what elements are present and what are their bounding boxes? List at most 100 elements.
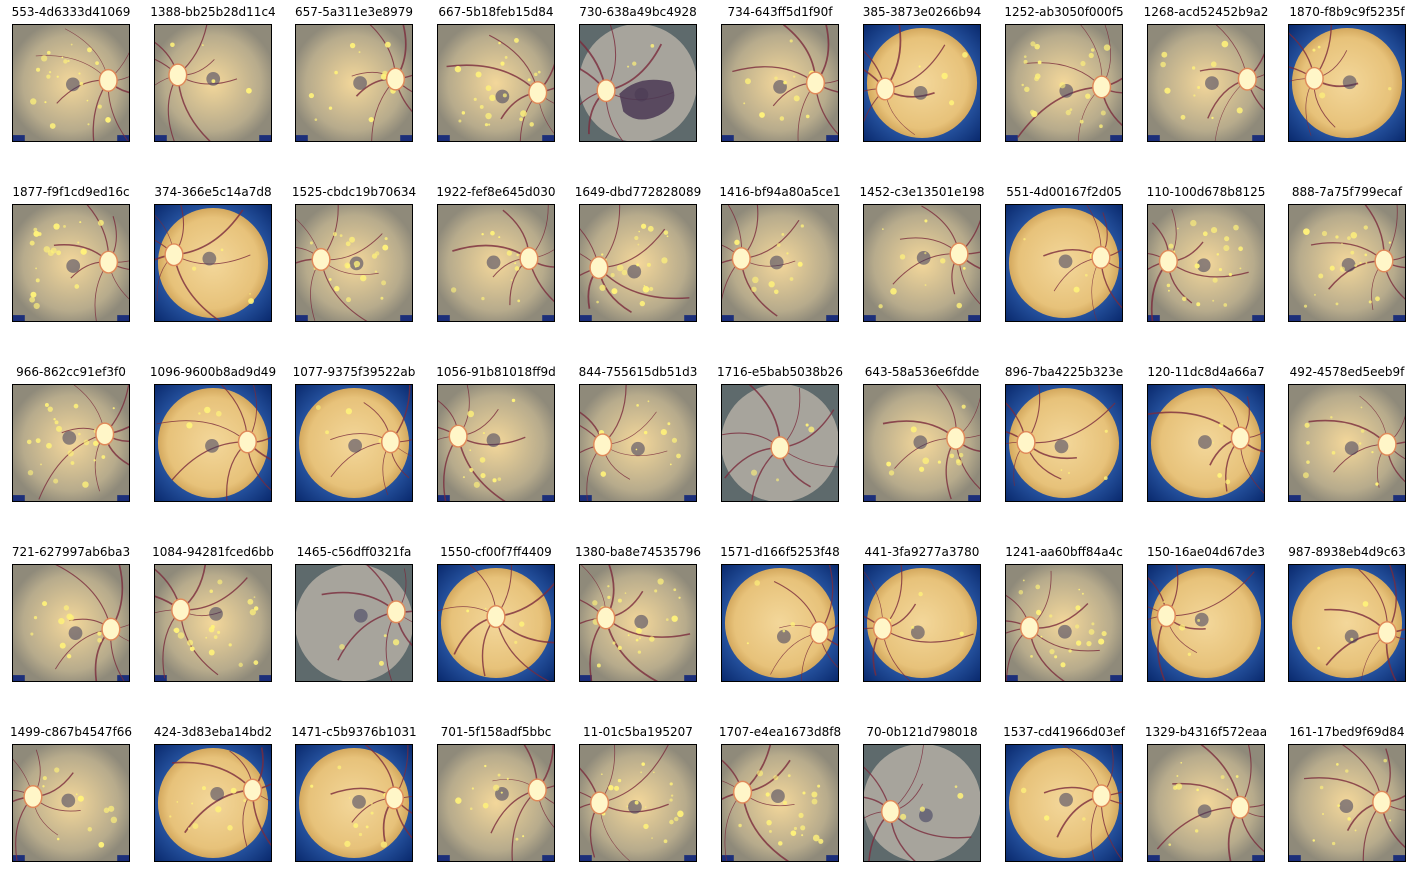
optic-disc xyxy=(946,426,966,450)
panel-title: 657-5a311e3e8979 xyxy=(294,5,414,19)
fundus-image xyxy=(295,564,413,682)
exudates xyxy=(186,406,222,429)
optic-disc xyxy=(1372,790,1392,814)
panel-title: 721-627997ab6ba3 xyxy=(11,545,131,559)
fundus-image xyxy=(154,744,272,862)
exudates xyxy=(466,607,525,644)
exudates xyxy=(886,404,966,476)
exudates xyxy=(339,634,400,666)
optic-disc xyxy=(809,621,829,645)
exudates xyxy=(1160,40,1243,120)
optic-disc xyxy=(731,247,751,271)
fundus-panel: 1388-bb25b28d11c4 xyxy=(142,4,284,144)
panel-title: 374-366e5c14a7d8 xyxy=(154,185,272,199)
exudates xyxy=(454,38,541,127)
panel-title: 1550-cf00f7ff4409 xyxy=(440,545,552,559)
optic-disc xyxy=(242,778,263,802)
macula xyxy=(1054,439,1069,454)
exudates xyxy=(170,42,252,94)
fundus-panel: 701-5f158adf5bbc xyxy=(425,724,567,864)
optic-disc xyxy=(770,436,790,460)
fundus-panel: 1537-cd41966d03ef xyxy=(993,724,1135,864)
fundus-panel: 643-58a536e6fdde xyxy=(851,364,993,504)
macula xyxy=(205,439,219,453)
fundus-image xyxy=(12,24,130,142)
macula xyxy=(913,86,928,100)
panel-title: 888-7a75f799ecaf xyxy=(1291,185,1403,199)
fundus-image xyxy=(721,744,839,862)
exudates xyxy=(462,398,516,488)
optic-disc xyxy=(589,256,609,280)
fundus-panel: 657-5a311e3e8979 xyxy=(283,4,425,144)
panel-title: 1465-c56dff0321fa xyxy=(296,545,412,559)
fundus-image xyxy=(1005,744,1123,862)
retina-disc xyxy=(1291,567,1403,679)
optic-disc xyxy=(1237,67,1257,91)
exudates xyxy=(1168,761,1247,847)
optic-disc xyxy=(385,67,406,91)
optic-disc xyxy=(98,68,118,92)
panel-title: 896-7ba4225b323e xyxy=(1004,365,1124,379)
exudates xyxy=(450,230,521,303)
fundus-image xyxy=(1288,384,1406,502)
macula xyxy=(1339,799,1354,814)
exudates xyxy=(30,43,115,129)
exudates xyxy=(192,248,254,304)
panel-title: 424-3d83eba14bd2 xyxy=(153,725,273,739)
macula xyxy=(1342,75,1357,90)
fundus-image xyxy=(12,564,130,682)
macula xyxy=(353,76,367,90)
exudates xyxy=(900,785,964,820)
macula xyxy=(495,786,509,801)
fundus-panel: 1922-fef8e645d030 xyxy=(425,184,567,324)
optic-disc xyxy=(1230,426,1250,450)
fundus-image xyxy=(1005,204,1123,322)
fundus-panel: 374-366e5c14a7d8 xyxy=(142,184,284,324)
fundus-panel: 1329-b4316f572eaa xyxy=(1135,724,1277,864)
panel-title: 1716-e5bab5038b26 xyxy=(717,365,843,379)
panel-title: 966-862cc91ef3f0 xyxy=(16,365,126,379)
optic-disc xyxy=(589,791,610,815)
fundus-panel: 424-3d83eba14bd2 xyxy=(142,724,284,864)
fundus-image xyxy=(295,24,413,142)
fundus-image xyxy=(295,204,413,322)
optic-disc xyxy=(528,80,548,105)
macula xyxy=(210,787,225,801)
fundus-panel: 1465-c56dff0321fa xyxy=(283,544,425,684)
exudates xyxy=(734,770,824,846)
fundus-image xyxy=(863,384,981,502)
panel-title: 1922-fef8e645d030 xyxy=(436,185,556,199)
fundus-panel: 896-7ba4225b323e xyxy=(993,364,1135,504)
panel-title: 844-755615db51d3 xyxy=(578,365,698,379)
optic-disc xyxy=(596,79,616,103)
optic-disc xyxy=(805,71,826,95)
panel-title: 1329-b4316f572eaa xyxy=(1144,725,1268,739)
panel-title: 150-16ae04d67de3 xyxy=(1146,545,1266,559)
macula xyxy=(495,89,510,104)
exudates xyxy=(30,601,102,659)
optic-disc xyxy=(23,785,43,809)
panel-title: 1537-cd41966d03ef xyxy=(1003,725,1125,739)
fundus-image xyxy=(1005,564,1123,682)
exudates xyxy=(592,578,681,668)
optic-disc xyxy=(1374,249,1394,273)
fundus-image xyxy=(1147,24,1265,142)
optic-disc xyxy=(1156,604,1176,628)
optic-disc xyxy=(95,422,115,446)
macula xyxy=(627,264,642,279)
exudates xyxy=(751,423,815,482)
fundus-image xyxy=(1005,24,1123,142)
fundus-panel: 1452-c3e13501e198 xyxy=(851,184,993,324)
macula xyxy=(1198,435,1212,449)
retina-disc xyxy=(438,745,554,861)
exudates xyxy=(918,52,968,106)
panel-title: 1452-c3e13501e198 xyxy=(859,185,985,199)
macula xyxy=(1057,624,1072,639)
fundus-panel: 551-4d00167f2d05 xyxy=(993,184,1135,324)
exudates xyxy=(308,41,396,123)
macula xyxy=(486,255,501,270)
macula xyxy=(771,789,785,803)
optic-disc xyxy=(596,606,616,630)
panel-title: 441-3fa9277a3780 xyxy=(864,545,980,559)
fundus-image xyxy=(154,384,272,502)
